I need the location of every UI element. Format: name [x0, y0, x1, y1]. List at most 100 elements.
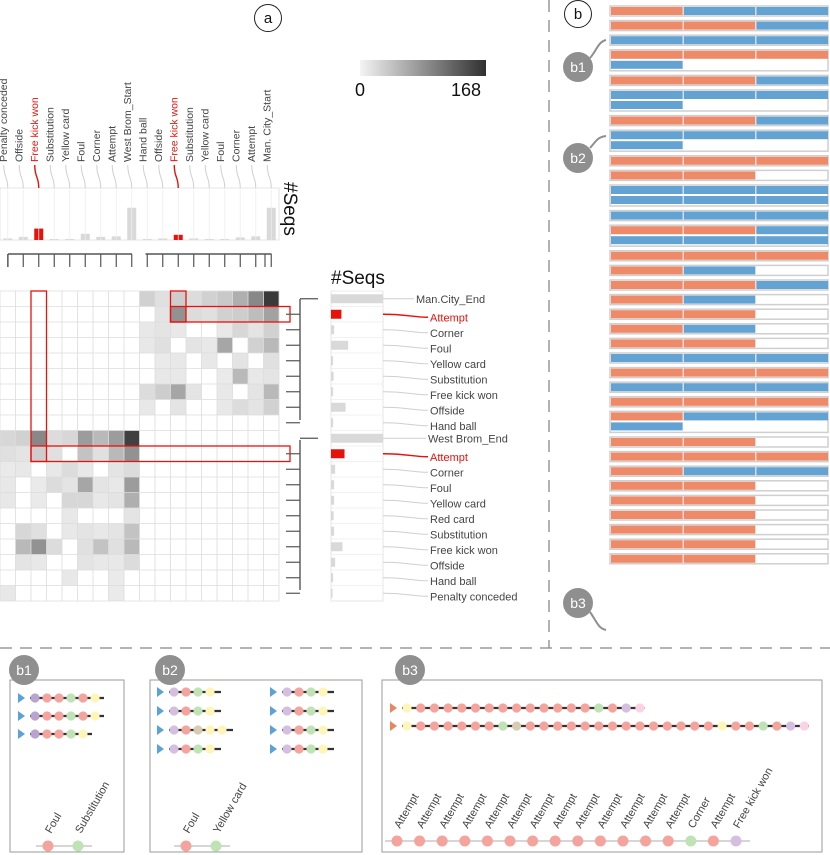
- sequence-lane: [756, 7, 829, 15]
- sequence-lane: [756, 196, 829, 204]
- right-seqs-label: #Seqs: [331, 268, 385, 289]
- badge-b2-text: b2: [570, 150, 586, 166]
- sequence-lane: [683, 76, 756, 85]
- event-dot: [553, 703, 563, 713]
- matrix-cell: [93, 539, 109, 555]
- sequence-lane: [611, 101, 683, 109]
- svg-text:a: a: [264, 10, 273, 27]
- detail-badge-b3: [395, 655, 425, 685]
- top-label-connector: [235, 164, 241, 189]
- sequence-lane: [611, 554, 683, 563]
- sequence-lane: [683, 452, 756, 461]
- right-histogram-bar: [331, 371, 334, 381]
- matrix-cell: [108, 430, 124, 446]
- matrix-cell: [170, 368, 186, 384]
- matrix-cell: [77, 554, 93, 570]
- event-dot: [205, 706, 215, 716]
- event-dot: [306, 725, 316, 735]
- sequence-lane: [611, 412, 683, 421]
- sequence-lane: [756, 281, 829, 289]
- event-dot: [470, 721, 481, 731]
- event-dot: [294, 706, 304, 716]
- matrix-cell: [217, 291, 233, 307]
- sequence-lane: [611, 50, 683, 59]
- matrix-cell: [62, 430, 78, 446]
- sequence-lane: [756, 211, 829, 220]
- right-label-connector: [382, 344, 429, 349]
- right-label-connector: [382, 515, 429, 520]
- sequence-lane: [756, 397, 829, 406]
- matrix-cell: [170, 353, 186, 369]
- top-label-connector: [111, 164, 117, 189]
- sequence-lane: [683, 50, 756, 59]
- sequence-lane: [683, 324, 756, 333]
- badge-connector: [589, 39, 607, 59]
- event-dot: [484, 721, 494, 731]
- event-dot: [553, 721, 563, 731]
- matrix-cell: [155, 384, 171, 400]
- matrix-cell: [201, 306, 217, 322]
- event-dot: [457, 703, 467, 713]
- matrix-cell: [46, 477, 62, 493]
- sequence-lane: [683, 540, 756, 549]
- b3-legend-dot: [391, 835, 403, 847]
- matrix-cell: [186, 306, 202, 322]
- event-dot: [181, 744, 191, 754]
- matrix-cell: [108, 461, 124, 477]
- sequence-lane: [611, 196, 683, 204]
- event-dot: [607, 703, 618, 713]
- sequence-lane: [683, 36, 756, 45]
- matrix-cell: [15, 539, 31, 555]
- sequence-lane: [756, 21, 829, 30]
- event-dot: [594, 703, 604, 713]
- event-dot: [621, 703, 631, 713]
- sequence-lane: [683, 438, 756, 446]
- right-histogram-bar: [331, 511, 334, 521]
- top-label-connector: [204, 164, 210, 189]
- sequence-lane: [756, 452, 829, 461]
- event-dot: [429, 703, 439, 713]
- top-label-connector: [96, 164, 102, 189]
- matrix-cell: [263, 368, 279, 384]
- matrix-cell: [263, 306, 279, 322]
- event-dot: [54, 693, 64, 703]
- sequence-lane: [611, 438, 683, 446]
- event-dot: [799, 721, 809, 731]
- right-label-connector: [382, 375, 429, 380]
- sequence-lane: [683, 511, 756, 519]
- right-histogram-bar: [331, 433, 383, 443]
- matrix-cell: [93, 446, 109, 462]
- color-legend-gradient: [360, 60, 486, 76]
- matrix-cell: [93, 430, 109, 446]
- b3-legend-dot: [685, 835, 697, 847]
- matrix-cell: [155, 322, 171, 338]
- matrix-cell: [155, 306, 171, 322]
- sequence-lane: [611, 354, 683, 362]
- sequence-lane: [611, 368, 683, 377]
- matrix-cell: [217, 322, 233, 338]
- sequence-lane: [611, 60, 683, 69]
- matrix-cell: [248, 384, 264, 400]
- color-legend-min: 0: [355, 80, 365, 100]
- matrix-cell: [263, 399, 279, 415]
- matrix-cell: [217, 306, 233, 322]
- matrix-cell: [0, 430, 16, 446]
- sequence-lane: [611, 452, 683, 461]
- event-dot: [731, 721, 741, 731]
- matrix-cell: [62, 523, 78, 539]
- detail-badge-b3-text: b3: [402, 662, 418, 678]
- top-event-label: Attempt: [246, 126, 258, 162]
- b3-legend-dot: [527, 835, 539, 847]
- sequence-start-icon: [390, 721, 397, 731]
- matrix-cell: [46, 446, 62, 462]
- matrix-cell: [232, 353, 248, 369]
- color-legend: 0 168: [355, 60, 486, 100]
- matrix-cell: [108, 554, 124, 570]
- top-label-connector: [18, 164, 24, 189]
- event-dot: [525, 721, 535, 731]
- event-dot: [318, 687, 328, 697]
- matrix-cell: [248, 337, 264, 353]
- matrix-cell: [0, 477, 16, 493]
